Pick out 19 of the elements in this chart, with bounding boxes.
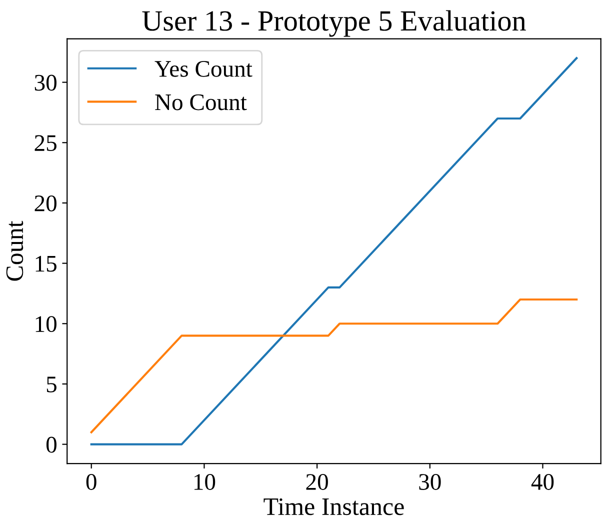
y-tick-label: 25 bbox=[34, 135, 56, 152]
y-tick-label: 20 bbox=[34, 195, 56, 212]
x-tick-label: 0 bbox=[86, 474, 96, 490]
legend-label: No Count bbox=[155, 94, 247, 110]
y-tick-label: 0 bbox=[46, 436, 56, 453]
x-tick-label: 40 bbox=[531, 474, 554, 490]
x-axis-title: Time Instance bbox=[264, 498, 404, 516]
line-series bbox=[90, 57, 578, 446]
legend-label: Yes Count bbox=[154, 60, 252, 77]
x-tick-label: 30 bbox=[419, 474, 441, 490]
chart-title: User 13 - Prototype 5 Evaluation bbox=[142, 10, 526, 37]
y-tick-label: 10 bbox=[36, 316, 56, 332]
x-tick-label: 10 bbox=[194, 474, 216, 490]
y-axis-title: Count bbox=[6, 220, 24, 281]
y-tick-label: 5 bbox=[46, 376, 56, 392]
y-tick-label: 30 bbox=[34, 74, 56, 91]
y-tick-label: 15 bbox=[36, 256, 56, 272]
x-tick-label: 20 bbox=[306, 474, 328, 490]
line-series bbox=[90, 298, 578, 434]
